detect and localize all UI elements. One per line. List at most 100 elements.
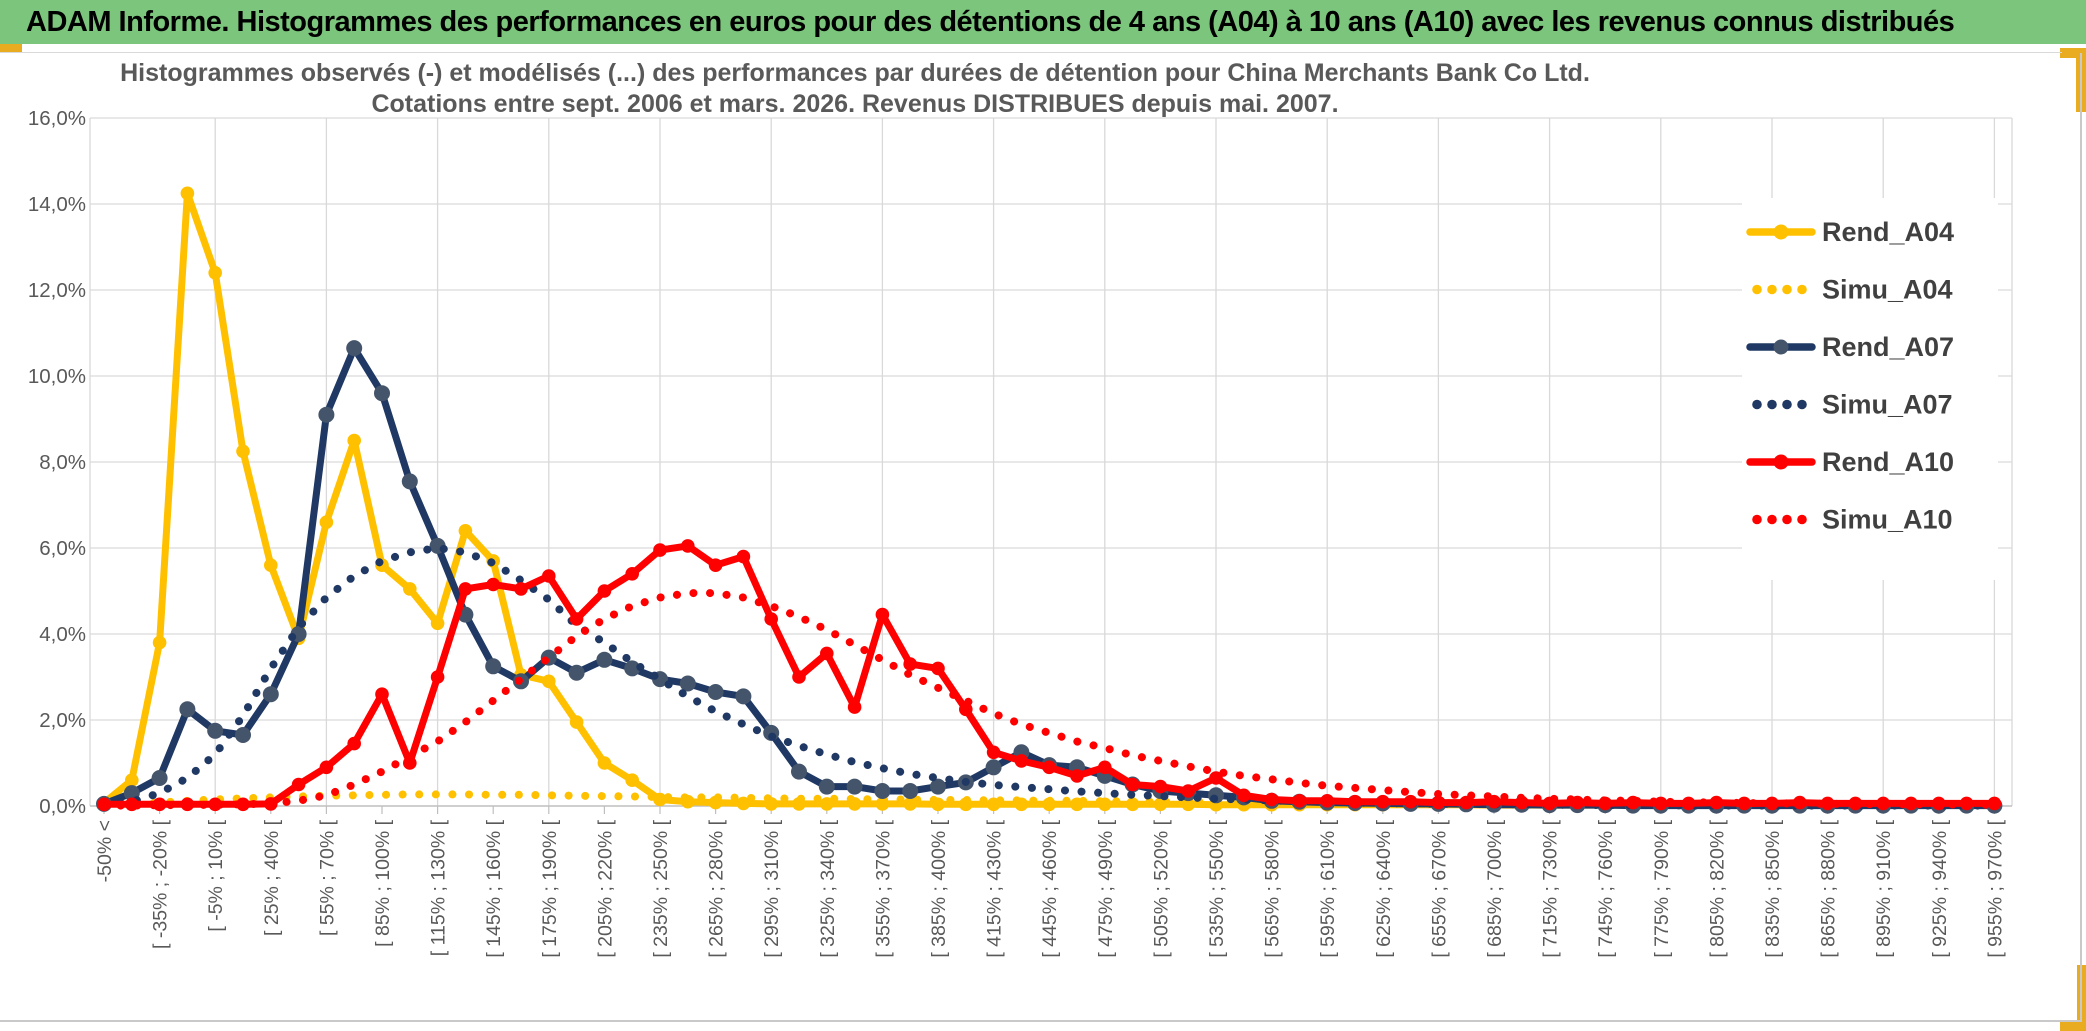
x-tick-label: [ 745% ; 760% [ [1595, 819, 1617, 957]
Rend_A10-marker [486, 577, 501, 592]
Rend_A04-marker [125, 773, 139, 787]
chart-title-line1: Histogrammes observés (-) et modélisés (… [120, 59, 1590, 87]
Rend_A10-marker [1376, 794, 1390, 809]
Simu_A10-legend-dot [1767, 514, 1777, 525]
x-tick-label: [ 895% ; 910% [ [1873, 819, 1895, 957]
Rend_A10-marker [903, 657, 917, 671]
Rend_A10-marker [1209, 771, 1223, 785]
x-tick-label: -50% < [94, 820, 116, 882]
Rend_A07-marker [735, 688, 752, 705]
Rend_A07-marker [985, 759, 1002, 776]
x-tick-label: [ 445% ; 460% [ [1039, 819, 1061, 957]
page-title: ADAM Informe. Histogrammes des performan… [26, 5, 1955, 38]
Rend_A10-marker [291, 777, 306, 792]
Rend_A10-marker [347, 736, 362, 751]
legend-entry-Rend_A07[interactable]: Rend_A07 [1746, 332, 1954, 362]
legend-entry-Simu_A07[interactable]: Simu_A07 [1752, 390, 1953, 420]
Rend_A07-marker [679, 675, 696, 692]
y-tick-label: 12,0% [28, 279, 86, 302]
Rend_A10-marker [542, 569, 556, 583]
y-tick-label: 4,0% [39, 623, 86, 646]
x-axis-labels: -50% < [ -35% ; -20% [[ -5% ; 10% [[ 25% … [94, 819, 2006, 957]
legend-entry-Rend_A04[interactable]: Rend_A04 [1746, 217, 1954, 247]
Rend_A07-marker [401, 473, 418, 490]
x-tick-label: [ 535% ; 550% [ [1206, 819, 1228, 957]
x-tick-label: [ 475% ; 490% [ [1095, 819, 1117, 957]
Simu_A04-legend-dot [1752, 284, 1762, 295]
Rend_A10-marker [569, 612, 584, 626]
x-tick-label: [ 55% ; 70% [ [316, 819, 338, 936]
chart-legend: Rend_A04 Simu_A04 Rend_A07 Simu_A07 Rend_A10… [1742, 198, 1998, 580]
Simu_A10-dotted-line[interactable] [100, 589, 1999, 810]
x-tick-label: [ 865% ; 880% [ [1818, 819, 1840, 957]
y-axis-labels: 0,0% 2,0% 4,0% 6,0% 8,0% 10,0% 12,0% 14,0% 16,0% [28, 107, 86, 818]
Rend_A10-marker [1820, 796, 1835, 811]
Rend_A07-marker [707, 684, 724, 700]
Rend_A07-marker [485, 658, 502, 675]
card-border-right [2080, 53, 2082, 1021]
Rend_A07-marker [791, 763, 807, 780]
Rend_A10-marker [1014, 754, 1029, 768]
Simu_A10-legend-dot [1752, 514, 1762, 525]
Rend_A07-marker [346, 340, 363, 357]
Rend_A10-marker [1431, 795, 1446, 810]
chart-title-line2: Cotations entre sept. 2006 et mars. 2026… [371, 90, 1339, 118]
Rend_A10-marker [597, 584, 612, 598]
Rend_A10-marker [847, 700, 862, 714]
x-tick-label: [ 415% ; 430% [ [984, 819, 1006, 957]
Simu_A10-legend-dot [1797, 514, 1807, 525]
Rend_A07-marker [207, 722, 224, 739]
Rend_A07-marker [874, 783, 891, 799]
series-Simu_A10[interactable] [100, 589, 1999, 810]
gold-accent-top-left [0, 44, 22, 53]
series-Rend_A04[interactable] [97, 186, 2002, 812]
x-tick-label: [ 685% ; 700% [ [1484, 819, 1506, 957]
Rend_A04-marker [736, 796, 751, 811]
legend-label: Rend_A07 [1822, 332, 1954, 362]
Rend_A04-marker [597, 756, 612, 770]
Rend_A04-legend-marker [1773, 224, 1789, 240]
title-bar: ADAM Informe. Histogrammes des performan… [0, 0, 2086, 44]
Rend_A07-marker [596, 651, 613, 668]
legend-label: Simu_A07 [1822, 390, 1953, 420]
x-tick-label: [ 25% ; 40% [ [261, 819, 283, 936]
Rend_A10-marker [792, 670, 806, 684]
x-tick-label: [ 505% ; 520% [ [1150, 819, 1172, 957]
x-tick-label: [ 115% ; 130% [ [428, 819, 450, 956]
legend-label: Simu_A10 [1822, 505, 1953, 535]
Rend_A04-marker [347, 433, 362, 448]
Rend_A07-line[interactable] [100, 344, 1998, 810]
Rend_A07-marker [235, 727, 251, 743]
Simu_A07-legend-dot [1797, 399, 1807, 410]
Simu_A04-legend-dot [1782, 284, 1792, 295]
x-tick-label: [ 205% ; 220% [ [594, 819, 616, 957]
Rend_A07-marker [318, 406, 335, 423]
Rend_A10-marker [1153, 779, 1168, 794]
Rend_A10-legend-marker [1773, 454, 1789, 470]
Rend_A10-marker [653, 543, 667, 557]
x-tick-label: [ 235% ; 250% [ [650, 819, 672, 957]
x-tick-label: [ 325% ; 340% [ [817, 819, 839, 957]
Rend_A10-marker [931, 661, 945, 676]
Rend_A10-marker [1459, 795, 1473, 810]
x-tick-label: [ 655% ; 670% [ [1428, 819, 1450, 957]
x-tick-label: [ 955% ; 970% [ [1984, 819, 2006, 957]
x-tick-label: [ 175% ; 190% [ [539, 819, 561, 957]
Rend_A10-marker [319, 760, 334, 775]
gold-accent-top-right [2060, 48, 2086, 58]
y-tick-label: 16,0% [28, 107, 86, 130]
card-border-top [0, 52, 2062, 53]
chart-title: Histogrammes observés (-) et modélisés (… [0, 58, 1710, 120]
Rend_A10-marker [1042, 760, 1056, 775]
legend-entry-Simu_A10[interactable]: Simu_A10 [1752, 505, 1953, 535]
series-Rend_A07[interactable] [96, 340, 2003, 814]
legend-entry-Simu_A04[interactable]: Simu_A04 [1752, 275, 1953, 305]
legend-label: Simu_A04 [1822, 275, 1953, 305]
Simu_A07-legend-dot [1782, 399, 1792, 410]
Rend_A07-marker [151, 770, 168, 786]
Rend_A07-marker [374, 385, 390, 402]
legend-entry-Rend_A10[interactable]: Rend_A10 [1746, 447, 1954, 477]
Rend_A07-marker [568, 664, 585, 681]
